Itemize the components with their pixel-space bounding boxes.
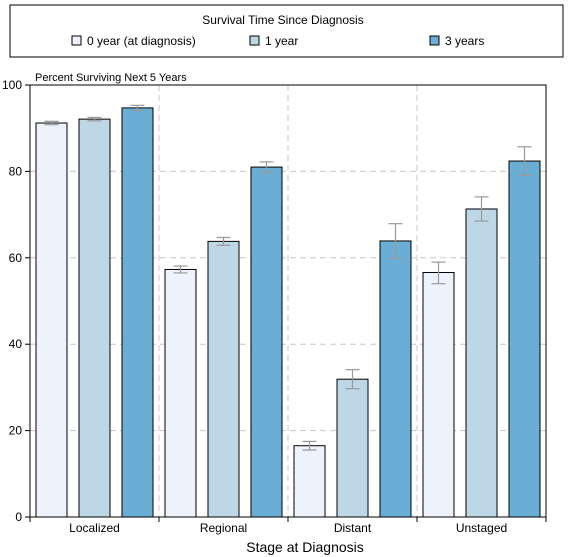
x-tick-label: Regional <box>200 521 247 535</box>
legend-title: Survival Time Since Diagnosis <box>202 13 363 27</box>
y-tick-label: 60 <box>9 251 23 265</box>
bar-regional-series-0 <box>164 268 197 518</box>
chart-title: Percent Surviving Next 5 Years <box>35 72 187 84</box>
bar-unstaged-series-2 <box>508 160 541 518</box>
y-tick-label: 0 <box>15 510 22 524</box>
bar-unstaged-series-0 <box>422 271 455 518</box>
bars <box>35 107 541 518</box>
x-axis-title: Stage at Diagnosis <box>246 539 364 555</box>
legend-label-2: 3 years <box>445 34 484 48</box>
error-bars <box>44 104 532 451</box>
bar-unstaged-series-1 <box>465 208 498 518</box>
x-tick-label: Unstaged <box>456 521 507 535</box>
legend-swatch-1 <box>249 35 260 46</box>
bar-regional-series-1 <box>207 240 240 518</box>
gridlines <box>30 85 546 517</box>
bar-localized-series-2 <box>121 107 154 518</box>
legend-swatch-2 <box>429 35 440 46</box>
y-tick-label: 100 <box>2 78 22 92</box>
bar-distant-series-1 <box>336 378 369 518</box>
y-tick-label: 40 <box>9 337 23 351</box>
y-tick-label: 20 <box>9 424 23 438</box>
legend-swatch-0 <box>71 35 82 46</box>
y-axis: 0 20 40 60 80 100 <box>2 78 30 524</box>
legend-label-0: 0 year (at diagnosis) <box>87 34 196 48</box>
bar-distant-series-0 <box>293 445 326 518</box>
legend: Survival Time Since Diagnosis 0 year (at… <box>9 4 564 58</box>
legend-label-1: 1 year <box>265 34 298 48</box>
x-tick-label: Localized <box>69 521 120 535</box>
bar-distant-series-2 <box>379 240 412 518</box>
x-tick-label: Distant <box>334 521 372 535</box>
legend-items: 0 year (at diagnosis) 1 year 3 years <box>71 34 484 48</box>
x-axis: Localized Regional Distant Unstaged <box>29 517 547 535</box>
bar-localized-series-0 <box>35 122 68 518</box>
bar-regional-series-2 <box>250 166 283 518</box>
legend-frame <box>9 4 564 58</box>
y-tick-label: 80 <box>9 164 23 178</box>
bar-localized-series-1 <box>78 118 111 518</box>
